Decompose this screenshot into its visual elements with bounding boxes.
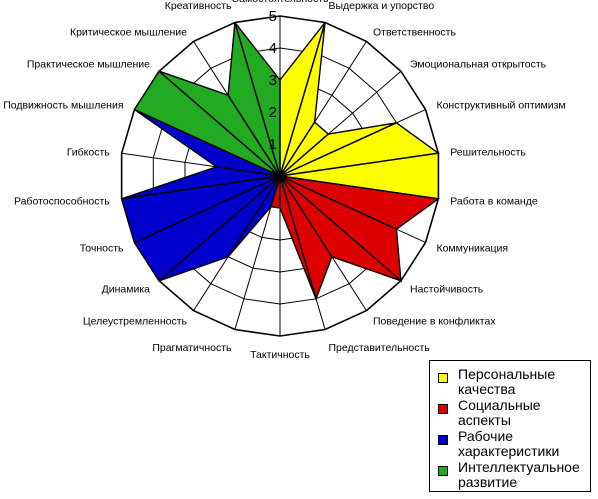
spoke-6 [279, 152, 439, 177]
legend-swatch-intellect [438, 466, 448, 476]
spoke-13 [234, 175, 281, 330]
spoke-7 [279, 175, 439, 200]
tick-label-4: 4 [269, 40, 277, 57]
category-label-22: Креативность [165, 0, 232, 12]
spoke-21 [193, 41, 281, 177]
category-label-11: Представительность [328, 342, 430, 354]
category-label-2: Выдержка и упорство [328, 0, 434, 12]
spoke-11 [279, 175, 326, 330]
spoke-9 [279, 175, 402, 282]
legend-label-intellect: Интеллектуальное развитие [458, 459, 580, 490]
category-label-16: Точность [80, 242, 124, 254]
spoke-4 [279, 70, 402, 177]
spoke-16 [134, 175, 281, 243]
spoke-14 [193, 175, 281, 311]
legend-swatch-social [438, 404, 448, 414]
category-label-18: Гибкость [67, 147, 111, 159]
category-label-6: Решительность [450, 147, 526, 159]
spoke-18 [121, 152, 281, 177]
category-label-4: Эмоциональная открытость [410, 58, 547, 70]
tick-label-3: 3 [269, 72, 277, 89]
legend: Персональные качества Социальные аспекты… [429, 360, 591, 492]
category-label-14: Целеустремленность [83, 316, 188, 328]
spoke-8 [279, 175, 426, 243]
spoke-19 [134, 109, 281, 177]
category-labels: СамостоятельностьВыдержка и упорство Отве… [3, 0, 565, 361]
category-label-3: Ответственность [373, 26, 456, 38]
category-label-21: Критическое мышление [70, 26, 187, 38]
legend-label-personal: Персональные качества [458, 366, 556, 397]
spoke-22 [234, 22, 281, 177]
tick-label-5: 5 [269, 8, 277, 25]
category-label-19: Подвижность мышления [3, 100, 123, 112]
spoke-15 [158, 175, 281, 282]
category-label-1: Самостоятельность [231, 0, 329, 5]
legend-label-work: Рабочие характеристики [458, 428, 560, 459]
tick-label-2: 2 [269, 104, 277, 121]
category-label-15: Динамика [102, 284, 151, 296]
legend-label-social: Социальные аспекты [458, 397, 541, 428]
spoke-5 [279, 109, 426, 177]
tick-label-0: 0 [269, 168, 277, 185]
radar-spokes [121, 16, 439, 336]
spoke-20 [158, 70, 281, 177]
spoke-2 [279, 22, 326, 177]
spoke-3 [279, 41, 367, 177]
category-label-9: Настойчивость [410, 284, 484, 296]
category-label-10: Поведение в конфликтах [373, 316, 496, 328]
category-label-8: Коммуникация [436, 242, 508, 254]
legend-swatch-work [438, 435, 448, 445]
category-label-17: Работоспособность [14, 195, 110, 207]
category-label-5: Конструктивный оптимизм [436, 100, 565, 112]
legend-swatch-personal [438, 373, 448, 383]
category-label-12: Тактичность [250, 349, 310, 361]
spoke-17 [121, 175, 281, 200]
category-label-7: Работа в команде [450, 195, 538, 207]
category-label-20: Практическое мышление [27, 58, 150, 70]
spoke-10 [279, 175, 367, 311]
category-label-13: Прагматичность [152, 342, 232, 354]
tick-label-1: 1 [269, 136, 277, 153]
radial-tick-labels: 0 1 2 3 4 5 [269, 8, 277, 185]
